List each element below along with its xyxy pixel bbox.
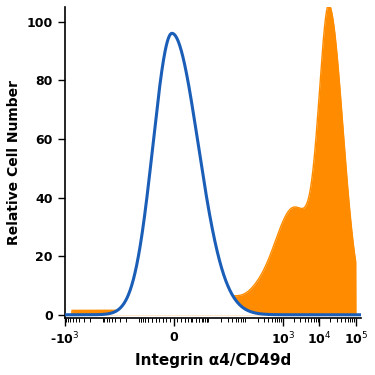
Y-axis label: Relative Cell Number: Relative Cell Number	[7, 80, 21, 245]
X-axis label: Integrin α4/CD49d: Integrin α4/CD49d	[135, 353, 291, 368]
